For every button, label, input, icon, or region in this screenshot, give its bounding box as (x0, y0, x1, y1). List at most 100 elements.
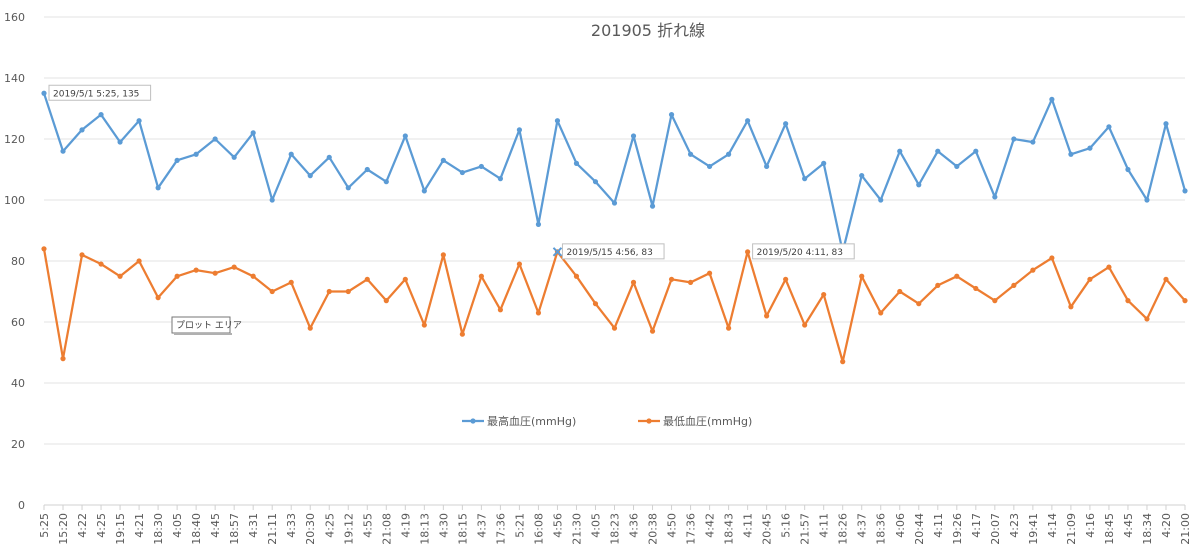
data-point[interactable] (973, 285, 979, 292)
data-point[interactable] (440, 252, 446, 258)
data-point[interactable] (231, 264, 237, 270)
data-point[interactable] (878, 310, 884, 316)
data-point[interactable] (212, 136, 218, 142)
data-point[interactable] (840, 359, 846, 365)
data-point[interactable] (250, 273, 256, 279)
data-point[interactable] (383, 298, 389, 304)
data-point[interactable] (611, 325, 618, 331)
data-point[interactable] (174, 273, 180, 279)
data-point[interactable] (193, 151, 199, 157)
data-point[interactable] (117, 139, 123, 145)
data-point[interactable] (764, 163, 770, 170)
data-point[interactable] (41, 90, 47, 96)
data-point[interactable] (516, 127, 523, 133)
data-point[interactable] (364, 276, 370, 282)
data-point[interactable] (326, 154, 332, 160)
data-point[interactable] (706, 163, 713, 170)
data-point[interactable] (764, 313, 770, 319)
data-point[interactable] (726, 151, 732, 157)
data-point[interactable] (1011, 136, 1017, 142)
data-point[interactable] (1049, 96, 1055, 102)
data-point[interactable] (345, 288, 351, 295)
data-point[interactable] (573, 273, 580, 279)
data-point[interactable] (307, 325, 313, 331)
data-point[interactable] (878, 197, 884, 203)
data-point[interactable] (535, 221, 542, 227)
data-point[interactable] (402, 276, 408, 282)
data-point[interactable] (459, 169, 465, 176)
data-point[interactable] (250, 130, 256, 136)
data-point[interactable] (592, 179, 599, 185)
data-point[interactable] (478, 163, 484, 170)
data-point[interactable] (269, 288, 275, 295)
data-point[interactable] (706, 270, 713, 276)
data-point[interactable] (364, 166, 370, 173)
data-point[interactable] (212, 270, 218, 276)
data-point[interactable] (897, 288, 903, 295)
data-point[interactable] (630, 279, 637, 285)
data-point[interactable] (821, 291, 827, 298)
data-point[interactable] (1106, 124, 1112, 130)
data-point[interactable] (383, 179, 389, 185)
data-point[interactable] (136, 258, 142, 264)
data-point[interactable] (345, 185, 351, 191)
data-point[interactable] (935, 282, 941, 288)
data-point[interactable] (136, 118, 142, 124)
data-point[interactable] (668, 112, 675, 118)
data-point[interactable] (630, 133, 637, 139)
data-point[interactable] (802, 322, 808, 328)
data-point[interactable] (1030, 139, 1036, 145)
data-point[interactable] (859, 173, 865, 179)
data-point[interactable] (193, 267, 199, 273)
data-point[interactable] (497, 307, 503, 313)
data-point[interactable] (402, 133, 408, 139)
data-point[interactable] (687, 279, 694, 285)
data-point[interactable] (687, 151, 694, 157)
data-point[interactable] (269, 197, 275, 203)
data-point[interactable] (478, 273, 484, 279)
legend-entry[interactable]: 最低血圧(mmHg) (638, 414, 752, 428)
selection-handle-icon[interactable] (552, 247, 563, 257)
data-point[interactable] (440, 157, 446, 163)
data-point[interactable] (1182, 298, 1188, 304)
data-point[interactable] (859, 273, 865, 279)
data-point[interactable] (554, 118, 561, 124)
data-point[interactable] (117, 273, 123, 279)
data-point[interactable] (516, 261, 523, 267)
data-point[interactable] (231, 154, 237, 160)
data-point[interactable] (288, 279, 294, 285)
data-point[interactable] (60, 148, 66, 154)
data-point[interactable] (726, 325, 732, 331)
data-point[interactable] (1182, 188, 1188, 194)
data-point[interactable] (98, 261, 104, 267)
data-point[interactable] (973, 148, 979, 154)
data-point[interactable] (535, 310, 542, 316)
data-point[interactable] (459, 331, 465, 337)
data-point[interactable] (992, 194, 998, 200)
data-point[interactable] (668, 276, 675, 282)
data-point[interactable] (1125, 298, 1131, 304)
data-point[interactable] (421, 188, 427, 194)
data-point[interactable] (1030, 267, 1036, 273)
data-point[interactable] (1011, 282, 1017, 288)
data-point[interactable] (649, 328, 656, 334)
data-point[interactable] (1068, 304, 1074, 310)
data-point[interactable] (802, 176, 808, 182)
data-point[interactable] (573, 160, 580, 166)
data-point[interactable] (611, 200, 618, 206)
data-point[interactable] (497, 176, 503, 182)
data-point[interactable] (421, 322, 427, 328)
legend-entry[interactable]: 最高血圧(mmHg) (462, 414, 576, 428)
data-point[interactable] (916, 182, 922, 188)
data-point[interactable] (821, 160, 827, 166)
data-point[interactable] (1049, 255, 1055, 261)
data-point[interactable] (79, 127, 85, 133)
data-point[interactable] (954, 273, 960, 279)
data-point[interactable] (1125, 166, 1131, 173)
data-point[interactable] (1163, 276, 1169, 282)
data-point[interactable] (745, 249, 751, 255)
data-point[interactable] (783, 121, 789, 127)
data-point[interactable] (1068, 151, 1074, 157)
data-point[interactable] (155, 295, 161, 301)
data-point[interactable] (1144, 197, 1150, 203)
